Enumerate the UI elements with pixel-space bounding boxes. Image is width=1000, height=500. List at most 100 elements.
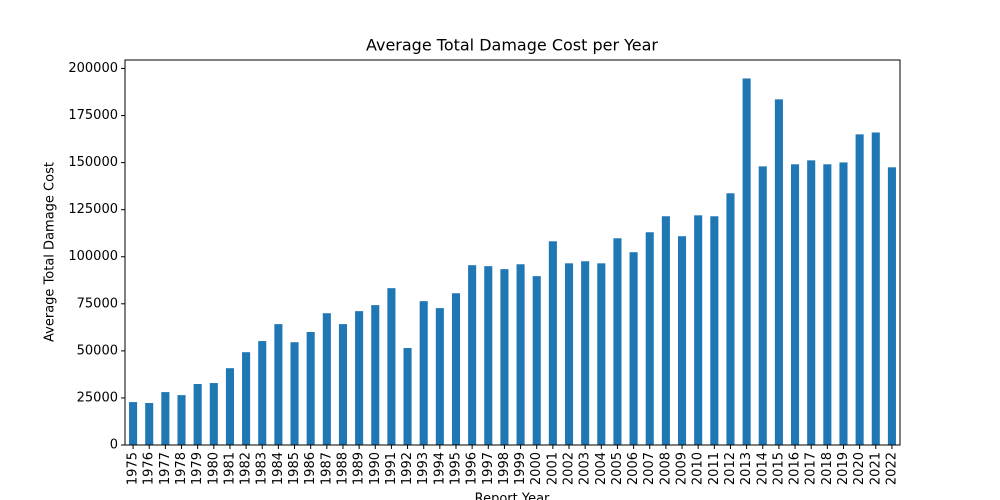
bar bbox=[871, 132, 880, 445]
x-tick-label: 1990 bbox=[368, 452, 383, 485]
x-tick-label: 1997 bbox=[481, 452, 496, 485]
x-tick-label: 1979 bbox=[190, 452, 205, 485]
bar bbox=[742, 78, 751, 445]
y-tick-label: 125000 bbox=[68, 202, 118, 217]
x-tick-label: 2003 bbox=[578, 452, 593, 485]
y-tick-label: 200000 bbox=[68, 61, 118, 76]
x-tick-label: 2006 bbox=[626, 452, 641, 485]
y-tick-label: 50000 bbox=[77, 343, 118, 358]
x-tick-label: 2017 bbox=[804, 452, 819, 485]
bar bbox=[451, 293, 461, 445]
x-tick-label: 1984 bbox=[271, 452, 286, 485]
bar bbox=[242, 352, 251, 445]
x-tick-label: 1996 bbox=[465, 452, 480, 485]
y-tick-label: 25000 bbox=[77, 390, 118, 405]
bar bbox=[145, 403, 154, 445]
x-tick-label: 1981 bbox=[222, 452, 237, 485]
bar bbox=[403, 348, 412, 445]
bar bbox=[209, 383, 218, 445]
x-tick-label: 2010 bbox=[691, 452, 706, 485]
x-tick-label: 2016 bbox=[788, 452, 803, 485]
bar bbox=[387, 288, 396, 445]
bar bbox=[645, 232, 654, 445]
bar bbox=[823, 164, 832, 446]
bar bbox=[322, 313, 331, 445]
x-tick-label: 1998 bbox=[497, 452, 512, 485]
bar bbox=[791, 164, 800, 446]
bar bbox=[726, 193, 735, 445]
x-tick-label: 1983 bbox=[255, 452, 270, 485]
x-tick-label: 1991 bbox=[384, 452, 399, 485]
x-tick-label: 2000 bbox=[529, 452, 544, 485]
x-tick-label: 2013 bbox=[739, 452, 754, 485]
bar bbox=[435, 308, 444, 445]
bar bbox=[710, 216, 719, 445]
bar bbox=[629, 252, 638, 445]
bar bbox=[597, 263, 606, 445]
x-tick-label: 1986 bbox=[303, 452, 318, 485]
x-tick-label: 2018 bbox=[820, 452, 835, 485]
bar bbox=[774, 99, 783, 445]
bar bbox=[193, 384, 202, 445]
y-tick-label: 75000 bbox=[77, 296, 118, 311]
x-tick-label: 1982 bbox=[239, 452, 254, 485]
bar bbox=[694, 215, 703, 445]
x-tick-label: 1975 bbox=[126, 452, 141, 485]
bar bbox=[677, 236, 687, 445]
x-tick-label: 2019 bbox=[836, 452, 851, 485]
bar bbox=[129, 402, 138, 445]
x-tick-label: 2002 bbox=[562, 452, 577, 485]
y-tick-label: 150000 bbox=[68, 155, 118, 170]
x-tick-label: 1978 bbox=[174, 452, 189, 485]
x-tick-label: 1980 bbox=[206, 452, 221, 485]
x-axis-label: Report Year bbox=[475, 492, 550, 500]
bar bbox=[855, 134, 864, 445]
x-tick-label: 2015 bbox=[771, 452, 786, 485]
bar bbox=[161, 392, 170, 445]
y-tick-label: 0 bbox=[110, 438, 118, 453]
bar bbox=[306, 332, 315, 445]
x-tick-label: 2021 bbox=[868, 452, 883, 485]
x-tick-label: 2009 bbox=[675, 452, 690, 485]
x-tick-label: 1988 bbox=[335, 452, 350, 485]
bar bbox=[338, 324, 348, 445]
bar bbox=[839, 162, 848, 445]
bar bbox=[581, 261, 590, 445]
y-tick-label: 100000 bbox=[68, 249, 118, 264]
x-tick-label: 2001 bbox=[545, 452, 560, 485]
x-tick-label: 1976 bbox=[142, 452, 157, 485]
bar bbox=[419, 301, 428, 445]
x-tick-label: 2014 bbox=[755, 452, 770, 485]
x-tick-label: 2004 bbox=[594, 452, 609, 485]
x-tick-label: 1987 bbox=[319, 452, 334, 485]
bar bbox=[661, 216, 670, 445]
x-tick-label: 1989 bbox=[352, 452, 367, 485]
bar bbox=[564, 263, 574, 445]
y-tick-label: 175000 bbox=[68, 108, 118, 123]
x-tick-label: 1985 bbox=[287, 452, 302, 485]
x-tick-label: 1999 bbox=[513, 452, 528, 485]
x-tick-label: 2020 bbox=[852, 452, 867, 485]
bar bbox=[532, 276, 541, 445]
bar bbox=[548, 241, 557, 445]
bar bbox=[468, 265, 477, 445]
bar bbox=[371, 305, 380, 445]
bar bbox=[258, 341, 267, 445]
bar bbox=[887, 167, 896, 445]
x-tick-label: 2008 bbox=[658, 452, 673, 485]
bar bbox=[177, 395, 186, 445]
bar bbox=[225, 368, 234, 445]
bar bbox=[516, 264, 525, 445]
bar bbox=[484, 266, 493, 445]
x-tick-label: 2011 bbox=[707, 452, 722, 485]
x-tick-label: 1995 bbox=[448, 452, 463, 485]
x-tick-label: 1993 bbox=[416, 452, 431, 485]
bar bbox=[500, 269, 509, 445]
x-tick-label: 2005 bbox=[610, 452, 625, 485]
x-tick-label: 1977 bbox=[158, 452, 173, 485]
plot-frame bbox=[124, 59, 901, 446]
bar bbox=[274, 324, 283, 445]
bar bbox=[290, 342, 299, 445]
chart-title: Average Total Damage Cost per Year bbox=[366, 36, 658, 55]
